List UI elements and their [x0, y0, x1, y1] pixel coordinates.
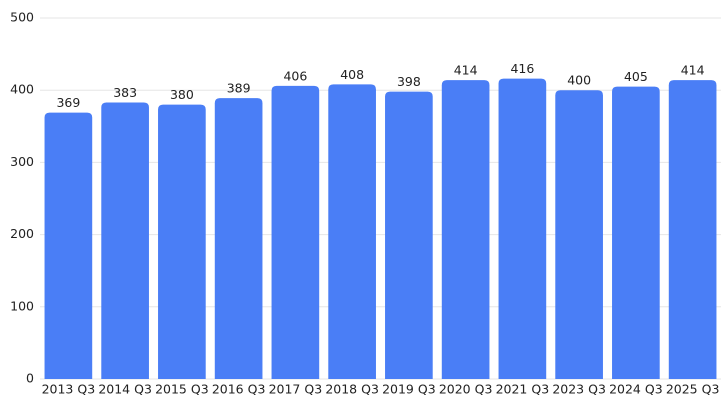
bar [385, 91, 433, 380]
bar [555, 90, 603, 379]
y-tick-label: 400 [10, 82, 34, 97]
x-tick-label: 2013 Q3 [42, 382, 96, 397]
x-tick-label: 2024 Q3 [609, 382, 663, 397]
value-label: 406 [283, 68, 307, 83]
value-label: 380 [170, 87, 194, 102]
value-label: 408 [340, 67, 364, 82]
x-tick-label: 2021 Q3 [496, 382, 550, 397]
bar [498, 78, 547, 379]
y-tick-label: 500 [10, 10, 34, 25]
value-label: 414 [681, 63, 705, 78]
bar [328, 84, 376, 379]
bar [441, 80, 490, 379]
y-tick-label: 0 [26, 371, 34, 386]
value-label: 400 [567, 73, 591, 88]
x-tick-label: 2014 Q3 [98, 382, 152, 397]
value-label: 414 [454, 63, 478, 78]
x-tick-label: 2020 Q3 [439, 382, 493, 397]
x-tick-label: 2017 Q3 [269, 382, 323, 397]
x-tick-label: 2019 Q3 [382, 382, 436, 397]
bar [44, 112, 93, 379]
x-tick-label: 2015 Q3 [155, 382, 209, 397]
x-tick-label: 2016 Q3 [212, 382, 266, 397]
bar [271, 85, 320, 380]
value-label: 416 [510, 61, 534, 76]
y-tick-label: 100 [10, 298, 34, 313]
value-label: 383 [113, 85, 137, 100]
value-label: 398 [397, 74, 421, 89]
value-label: 405 [624, 69, 648, 84]
bar [668, 80, 717, 379]
x-tick-label: 2018 Q3 [325, 382, 379, 397]
bar [214, 98, 263, 379]
value-label: 369 [56, 95, 80, 110]
value-label: 389 [227, 81, 251, 96]
bar [612, 86, 660, 379]
x-tick-label: 2025 Q3 [666, 382, 720, 397]
y-tick-label: 200 [10, 226, 34, 241]
bar [158, 104, 206, 379]
bar [101, 102, 149, 379]
y-tick-label: 300 [10, 154, 34, 169]
x-tick-label: 2023 Q3 [552, 382, 606, 397]
